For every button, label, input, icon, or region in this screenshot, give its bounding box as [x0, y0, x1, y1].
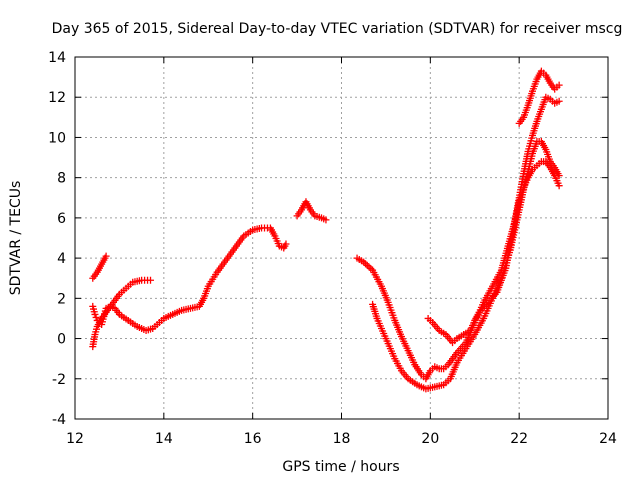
y-tick-label: 14	[48, 50, 66, 66]
data-point	[555, 81, 563, 89]
series-track-1	[89, 252, 110, 282]
y-axis-label: SDTVAR / TECUs	[8, 181, 24, 296]
x-tick-label: 22	[510, 431, 528, 447]
data-point	[282, 240, 290, 248]
y-tick-label: 0	[57, 332, 66, 348]
data-point	[363, 261, 371, 269]
data-point	[91, 310, 99, 318]
data-point	[102, 252, 110, 260]
y-tick-label: 4	[57, 251, 66, 267]
y-tick-label: -4	[52, 412, 66, 428]
y-tick-label: 2	[57, 291, 66, 307]
y-tick-label: 8	[57, 171, 66, 187]
data-points	[89, 67, 563, 393]
x-tick-label: 14	[155, 431, 173, 447]
data-point	[147, 276, 155, 284]
x-tick-label: 24	[599, 431, 617, 447]
x-tick-label: 20	[421, 431, 439, 447]
data-point	[555, 172, 563, 180]
series-track-3	[89, 224, 290, 335]
data-point	[365, 263, 373, 271]
series-track-8	[515, 67, 563, 127]
x-tick-label: 12	[66, 431, 84, 447]
chart-title: Day 365 of 2015, Sidereal Day-to-day VTE…	[52, 21, 623, 37]
x-tick-label: 18	[333, 431, 351, 447]
y-tick-label: 6	[57, 211, 66, 227]
y-tick-label: 12	[48, 90, 66, 106]
x-axis-label: GPS time / hours	[282, 459, 399, 475]
series-track-5	[353, 158, 563, 383]
series-track-4	[293, 198, 330, 224]
data-point	[322, 216, 330, 224]
x-tick-label: 16	[244, 431, 262, 447]
series-track-7	[424, 93, 563, 347]
data-point	[555, 182, 563, 190]
grid	[75, 57, 608, 419]
data-point	[92, 313, 100, 321]
series-track-6	[369, 137, 563, 393]
data-point	[555, 97, 563, 105]
y-tick-label: 10	[48, 130, 66, 146]
y-tick-label: -2	[52, 372, 66, 388]
